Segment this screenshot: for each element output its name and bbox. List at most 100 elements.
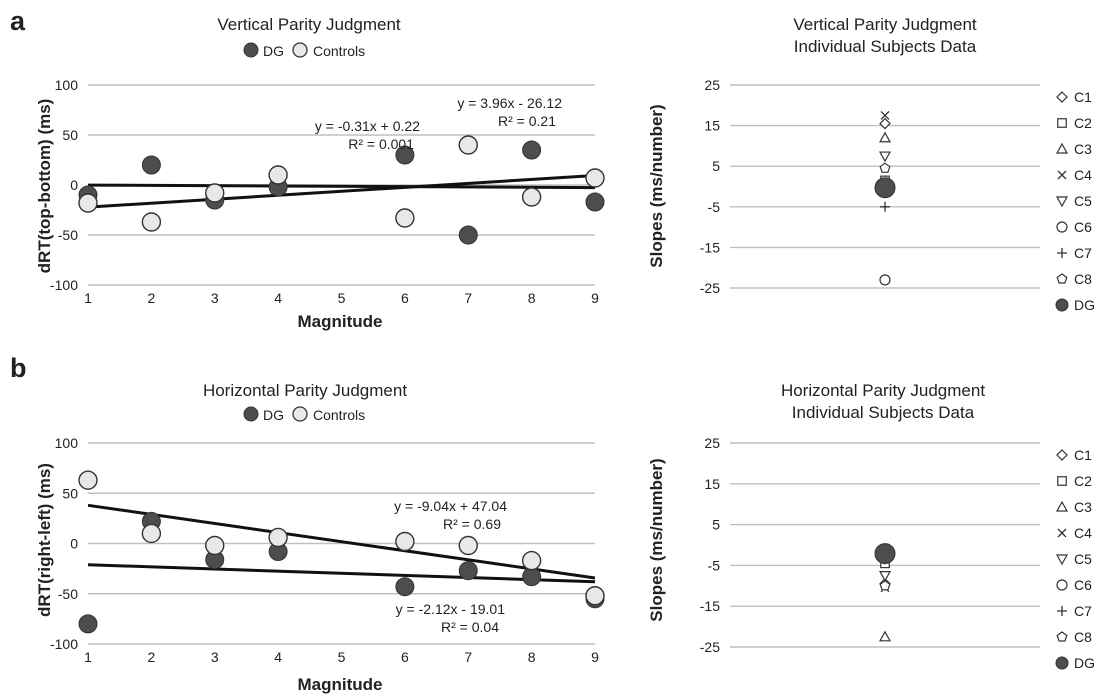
x-tick-label: 9: [591, 290, 599, 306]
chart-vertical-slopes: Vertical Parity Judgment Individual Subj…: [647, 15, 1095, 313]
x-tick-label: 1: [84, 649, 92, 665]
legend-label-c5: C5: [1074, 193, 1092, 209]
legend-dg-marker: [243, 42, 259, 58]
chart-ylabel: Slopes (ms/number): [647, 458, 666, 621]
x-tick-label: 5: [338, 649, 346, 665]
legend-label-c1: C1: [1074, 447, 1092, 463]
legend-label-c3: C3: [1074, 499, 1092, 515]
legend-bottom: DG Controls: [243, 406, 365, 423]
legend-label-c4: C4: [1074, 167, 1092, 183]
chart-title: Vertical Parity Judgment: [793, 15, 977, 34]
controls-point: [268, 165, 288, 185]
regression-equation: y = -9.04x + 47.04: [394, 498, 507, 514]
dg-point: [395, 577, 415, 597]
y-tick-label: 15: [704, 476, 720, 492]
y-tick-label: -50: [58, 586, 78, 602]
dg-point: [585, 192, 605, 212]
y-tick-label: -50: [58, 227, 78, 243]
slope-marker-c8: [879, 580, 891, 591]
regression-r2: R² = 0.21: [498, 113, 556, 129]
x-tick-label: 2: [147, 290, 155, 306]
legend-label-dg: DG: [1074, 655, 1095, 671]
chart-vertical-magnitude: Vertical Parity Judgment Magnitude dRT(t…: [35, 15, 605, 331]
y-tick-label: 100: [55, 435, 79, 451]
controls-point: [458, 135, 478, 155]
dg-point: [522, 567, 542, 587]
legend-label-c8: C8: [1074, 629, 1092, 645]
y-tick-label: 5: [712, 517, 720, 533]
y-tick-label: -25: [700, 280, 720, 296]
x-tick-label: 4: [274, 649, 282, 665]
chart-ylabel: dRT(right-left) (ms): [35, 463, 54, 617]
legend-marker-c5: [1055, 196, 1069, 208]
legend-marker-c8: [1056, 273, 1068, 284]
controls-point: [585, 586, 605, 606]
chart-title: Vertical Parity Judgment: [217, 15, 401, 34]
controls-point: [521, 550, 542, 571]
chart-xlabel: Magnitude: [298, 312, 383, 331]
chart-xlabel: Magnitude: [298, 675, 383, 694]
legend-label-c2: C2: [1074, 115, 1092, 131]
x-tick-label: 3: [211, 290, 219, 306]
y-tick-label: -15: [700, 239, 720, 255]
slope-marker-c1: [879, 117, 891, 130]
controls-point: [205, 183, 225, 203]
x-tick-label: 3: [211, 649, 219, 665]
slope-marker-c3: [878, 131, 892, 143]
legend-label-c7: C7: [1074, 603, 1092, 619]
x-tick-label: 8: [528, 649, 536, 665]
legend-marker-c6: [1056, 579, 1068, 591]
controls-point: [521, 187, 542, 207]
controls-point: [268, 527, 288, 548]
y-tick-label: -100: [50, 277, 78, 293]
legend-marker-c7: [1057, 606, 1067, 616]
chart-title: Horizontal Parity Judgment: [781, 381, 985, 400]
y-tick-label: -15: [700, 598, 720, 614]
legend-label-c7: C7: [1074, 245, 1092, 261]
y-tick-label: -5: [708, 557, 721, 573]
x-tick-label: 9: [591, 649, 599, 665]
controls-point: [585, 168, 605, 188]
y-tick-label: -5: [708, 199, 721, 215]
y-tick-label: 5: [712, 158, 720, 174]
legend-controls-label: Controls: [313, 43, 365, 59]
regression-equation: y = -0.31x + 0.22: [315, 118, 420, 134]
legend-label-c2: C2: [1074, 473, 1092, 489]
legend-label-c8: C8: [1074, 271, 1092, 287]
y-tick-label: -25: [700, 639, 720, 655]
regression-line: [87, 183, 596, 190]
legend-marker-dg: [1055, 656, 1069, 670]
dg-point: [458, 225, 478, 245]
controls-point: [141, 212, 162, 232]
chart-subtitle: Individual Subjects Data: [792, 403, 975, 422]
legend-label-dg: DG: [1074, 297, 1095, 313]
y-tick-label: 0: [70, 177, 78, 193]
regression-r2: R² = 0.001: [348, 136, 414, 152]
slope-marker-c5: [878, 570, 892, 582]
legend-label-c5: C5: [1074, 551, 1092, 567]
regression-line: [87, 563, 596, 584]
legend-label-c6: C6: [1074, 577, 1092, 593]
legend-marker-c8: [1056, 631, 1068, 642]
legend-marker-c1: [1056, 91, 1068, 103]
chart-title: Horizontal Parity Judgment: [203, 381, 407, 400]
x-tick-label: 7: [464, 649, 472, 665]
legend-label-c6: C6: [1074, 219, 1092, 235]
controls-point: [395, 531, 415, 552]
y-tick-label: 50: [62, 127, 78, 143]
regression-r2: R² = 0.69: [443, 516, 501, 532]
legend-label-c3: C3: [1074, 141, 1092, 157]
legend-marker-c5: [1055, 554, 1069, 566]
controls-point: [395, 208, 415, 228]
legend-marker-c1: [1056, 449, 1068, 461]
controls-point: [78, 470, 98, 490]
regression-line: [87, 173, 596, 209]
legend-marker-c3: [1055, 500, 1069, 512]
x-tick-label: 6: [401, 290, 409, 306]
x-tick-label: 6: [401, 649, 409, 665]
regression-r2: R² = 0.04: [441, 619, 499, 635]
legend-marker-c2: [1057, 476, 1067, 486]
legend-dg-label: DG: [263, 43, 284, 59]
legend-marker-c3: [1055, 142, 1069, 154]
regression-equation: y = 3.96x - 26.12: [457, 95, 562, 111]
